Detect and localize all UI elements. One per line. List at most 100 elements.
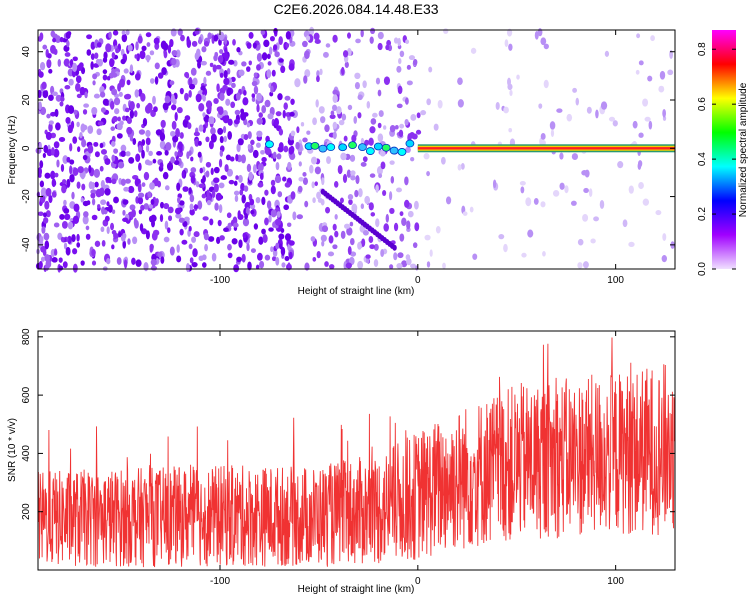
spectrogram-point [132, 137, 137, 146]
spectrogram-point [65, 246, 71, 256]
spectrogram-point [167, 165, 173, 171]
spectrogram-point [397, 148, 407, 156]
spectrogram-point [197, 140, 202, 146]
y-tick-label: 20 [21, 94, 32, 106]
spectrogram-point [60, 96, 65, 102]
spectrogram-point [224, 164, 229, 172]
spectrogram-point [642, 98, 649, 107]
spectrogram-point [61, 221, 68, 229]
spectrogram-point [236, 256, 242, 263]
spectrogram-point [584, 169, 590, 178]
spectrogram-point [160, 256, 165, 264]
spectrogram-point [232, 222, 239, 228]
spectrogram-point [44, 254, 51, 262]
spectrogram-point [187, 122, 192, 130]
spectrogram-point [127, 185, 135, 194]
spectrogram-point [292, 211, 297, 221]
spectrogram-point [246, 163, 252, 173]
spectrogram-point [577, 262, 583, 269]
spectrogram-point [90, 189, 97, 195]
spectrogram-point [373, 243, 379, 251]
spectrogram-point [283, 145, 289, 153]
spectrogram-point [202, 90, 206, 96]
spectrogram-point [638, 132, 644, 138]
spectrogram-point [179, 132, 184, 139]
spectrogram-point [197, 151, 202, 158]
spectrogram-point [176, 196, 181, 204]
spectrogram-y-label: Frequency (Hz) [7, 116, 18, 185]
spectrogram-point [198, 124, 204, 132]
spectrogram-point [261, 157, 267, 163]
spectrogram-point [316, 75, 320, 83]
spectrogram-point [51, 178, 56, 188]
spectrogram-point [503, 106, 509, 114]
spectrogram-point [83, 103, 90, 108]
spectrogram-point [202, 124, 206, 133]
x-tick-label: -100 [210, 275, 230, 286]
spectrogram-point [84, 91, 88, 99]
spectrogram-point [122, 240, 127, 249]
spectrogram-point [231, 238, 238, 245]
spectrogram-point [228, 59, 235, 65]
spectrogram-point [133, 217, 138, 227]
spectrogram-point [540, 37, 547, 46]
spectrogram-point [238, 239, 243, 249]
spectrogram-point [207, 32, 212, 40]
spectrogram-point [527, 229, 534, 238]
spectrogram-point [256, 117, 263, 125]
spectrogram-point [133, 110, 138, 118]
spectrogram-point [72, 248, 78, 255]
spectrogram-point [104, 158, 111, 166]
spectrogram-point [95, 58, 101, 65]
spectrogram-point [321, 225, 329, 233]
spectrogram-point [151, 231, 158, 241]
spectrogram-point [55, 122, 61, 131]
spectrogram-point [287, 262, 291, 271]
spectrogram-point [393, 252, 398, 261]
y-tick-label: 40 [21, 46, 32, 58]
spectrogram-point [145, 129, 151, 138]
spectrogram-point [185, 262, 190, 273]
spectrogram-point [272, 151, 277, 159]
spectrogram-point [516, 74, 520, 80]
spectrogram-point [416, 112, 421, 119]
spectrogram-point [648, 120, 653, 130]
spectrogram-point [214, 202, 219, 211]
spectrogram-point [48, 194, 53, 204]
spectrogram-point [194, 28, 200, 35]
spectrogram-point [268, 46, 273, 55]
spectrogram-point [54, 108, 59, 118]
spectrogram-point [223, 135, 227, 143]
spectrogram-point [122, 115, 126, 121]
spectrogram-point [131, 209, 136, 218]
spectrogram-point [238, 69, 245, 77]
spectrogram-point [349, 154, 356, 162]
spectrogram-point [120, 144, 127, 152]
spectrogram-point [102, 69, 108, 75]
spectrogram-point [176, 107, 183, 114]
spectrogram-point [638, 160, 643, 168]
spectrogram-point [54, 172, 59, 178]
spectrogram-point [440, 156, 446, 165]
spectrogram-point [370, 118, 377, 125]
spectrogram-point [154, 62, 160, 70]
spectrogram-point [193, 204, 199, 210]
spectrogram-point [311, 181, 315, 189]
spectrogram-point [96, 42, 102, 48]
spectrogram-point [85, 225, 90, 231]
spectrogram-point [155, 198, 159, 205]
spectrogram-point [111, 154, 116, 162]
spectrogram-point [389, 264, 394, 270]
spectrogram-point [113, 97, 121, 106]
spectrogram-point [508, 127, 513, 133]
spectrogram-point [381, 143, 391, 152]
spectrogram-point [420, 110, 427, 116]
spectrogram-point [127, 44, 133, 52]
spectrogram-point [566, 113, 573, 122]
spectrogram-point [242, 97, 249, 106]
spectrogram-point [164, 185, 170, 191]
spectrogram-point [259, 172, 264, 181]
spectrogram-point [628, 241, 635, 248]
spectrogram-point [261, 196, 266, 206]
spectrogram-point [44, 200, 50, 210]
